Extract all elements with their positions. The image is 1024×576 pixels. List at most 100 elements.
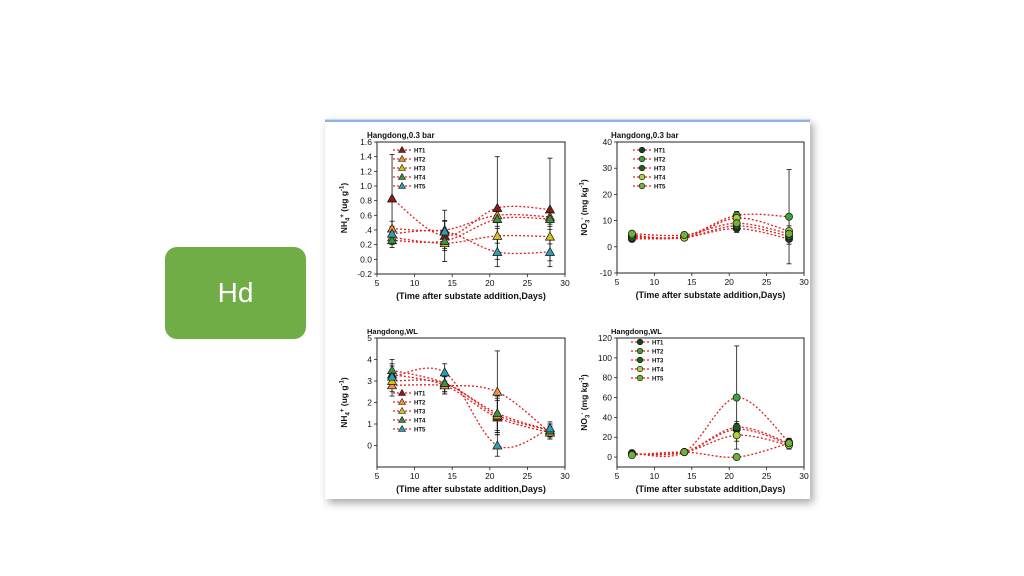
y-axis-label-part: -1 (340, 185, 346, 191)
legend: HT1 HT2 HT3 HT4 HT5 (393, 388, 426, 434)
y-tick-label: 0.6 (360, 210, 372, 220)
y-tick-label: 0 (367, 441, 372, 451)
chart-4: Hangdong,WL 5 10 15 20 25 30 0 20 40 60 80 100 120 (Ti… (579, 327, 809, 494)
series-line (392, 213, 551, 232)
y-axis-label-part: ) (579, 374, 589, 377)
data-point (492, 440, 503, 450)
legend-label: HT3 (414, 410, 426, 416)
y-axis-label-part: NH (339, 221, 349, 233)
chart-title: Hangdong,0.3 bar (611, 131, 679, 140)
y-tick-label: .4 (365, 225, 372, 235)
data-point (732, 393, 741, 402)
y-axis-label-part: -1 (580, 181, 586, 187)
data-point (492, 246, 503, 256)
y-tick-label: 40 (603, 412, 613, 422)
legend-label: HT1 (654, 149, 666, 155)
legend-marker (636, 347, 644, 355)
x-tick-label: 10 (650, 277, 660, 287)
x-tick-label: 25 (523, 278, 533, 288)
y-axis-label-part: NO (579, 223, 589, 236)
data-point (785, 439, 793, 448)
series-line (631, 442, 790, 458)
series-line (631, 428, 790, 456)
x-tick-label: 20 (485, 278, 495, 288)
data-point (680, 448, 689, 457)
data-point (680, 231, 689, 239)
data-point (386, 193, 398, 203)
x-tick-label: 30 (560, 278, 570, 288)
x-tick-label: 10 (410, 278, 420, 288)
legend-marker (638, 146, 646, 154)
legend-marker (397, 397, 407, 405)
legend: HT1 HT2 HT3 HT4 HT5 (393, 145, 426, 191)
legend-marker (397, 424, 407, 432)
y-axis-label-part: (ug g (339, 385, 349, 408)
chart-title: Hangdong,WL (611, 327, 662, 336)
series-line (631, 217, 790, 240)
data-point (386, 371, 398, 381)
y-tick-label: 0 (607, 242, 612, 252)
legend: HT1 HT2 HT3 HT4 HT5 (631, 338, 664, 383)
series-line (631, 396, 790, 458)
y-axis-label-part: - (580, 413, 586, 415)
chart-1: Hangdong,0.3 bar 5 10 15 20 25 30 -0.2 0.0 0.2 .4 0… (339, 131, 570, 301)
y-tick-label: 3 (367, 376, 372, 386)
x-tick-label: 15 (447, 278, 457, 288)
y-tick-label: 1.2 (360, 166, 372, 176)
x-axis-label: (Time after substate addition,Days) (636, 484, 786, 494)
data-point (492, 386, 503, 396)
y-tick-label: 30 (603, 163, 613, 173)
y-axis-label-part: -1 (340, 379, 346, 385)
y-tick-label: 100 (598, 353, 612, 363)
legend-marker (636, 374, 644, 382)
legend-label: HT1 (652, 341, 664, 347)
y-axis-label-part: NH (339, 415, 349, 427)
data-point (732, 453, 741, 462)
legend-label: HT4 (654, 176, 666, 182)
y-axis-label-part: + (340, 214, 346, 218)
y-tick-label: 0 (607, 452, 612, 462)
badge-label: Hd (217, 277, 254, 308)
y-axis-label: NO3- (mg kg-1) (579, 179, 592, 236)
chart-2: Hangdong,0.3 bar 5 10 15 20 25 30 -10 0 10 20 30 40 (… (579, 131, 809, 300)
y-axis-label-part: 4 (346, 217, 352, 221)
chart-title: Hangdong,WL (367, 327, 418, 336)
series-line (392, 216, 551, 244)
x-tick-label: 25 (762, 471, 772, 481)
legend-marker (638, 164, 646, 172)
legend-label: HT2 (414, 401, 426, 407)
x-tick-label: 30 (799, 471, 809, 481)
y-axis-label: NO3- (mg kg-1) (579, 374, 592, 431)
legend-label: HT4 (414, 176, 426, 182)
legend-marker (397, 406, 407, 414)
y-axis-label-part: 3 (586, 414, 592, 418)
series-line (392, 229, 551, 255)
legend-marker (636, 356, 644, 364)
legend-label: HT4 (414, 419, 426, 425)
data-point (492, 213, 503, 223)
label-badge: Hd (165, 247, 306, 339)
legend-marker (397, 172, 407, 180)
series-line (391, 197, 551, 237)
series-line (391, 373, 551, 434)
series-line (631, 225, 790, 240)
y-axis-label-part: ) (339, 377, 349, 380)
y-tick-label: 2 (367, 398, 372, 408)
legend-marker (636, 365, 644, 373)
y-tick-label: 40 (603, 137, 613, 147)
data-point (544, 246, 556, 256)
y-tick-label: 120 (598, 333, 612, 343)
x-tick-label: 30 (560, 471, 570, 481)
x-tick-label: 15 (447, 471, 457, 481)
y-tick-label: 5 (367, 333, 372, 343)
y-axis-label: NH4+ (ug g-1) (339, 183, 352, 234)
chart-title: Hangdong,0.3 bar (367, 131, 435, 140)
legend-label: HT5 (414, 185, 426, 191)
data-point (386, 228, 398, 238)
y-tick-label: 1.4 (360, 152, 372, 162)
legend: HT1 HT2 HT3 HT4 HT5 (633, 146, 666, 191)
x-tick-label: 5 (615, 471, 620, 481)
series-line (631, 213, 790, 239)
x-axis-label: (Time after substate addition,Days) (396, 291, 546, 301)
